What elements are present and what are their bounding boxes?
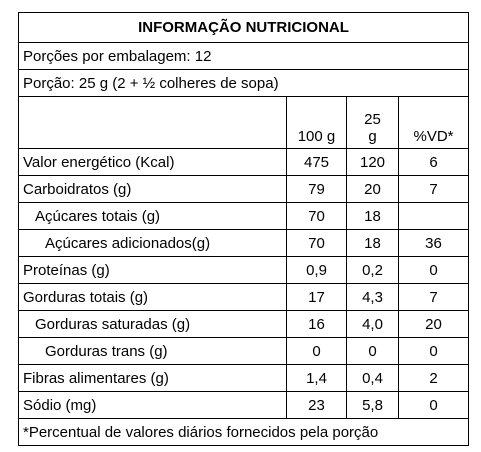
nutrient-row: Valor energético (Kcal) 475 120 6 [18,148,470,176]
nutrient-value: 0,4 [346,364,399,392]
nutrient-value: 0 [286,337,347,365]
column-header-text: %VD* [413,128,454,145]
nutrient-value: 7 [397,283,470,311]
nutrient-row: Proteínas (g) 0,9 0,2 0 [18,256,470,284]
nutrient-value: 7 [397,175,470,203]
nutrient-value: 36 [397,229,470,257]
column-header-text: 100 g [297,128,336,145]
nutrient-value: 120 [346,148,399,176]
nutrient-value: 0 [397,256,470,284]
nutrient-value: 16 [286,310,347,338]
column-header-text: 25 g [364,111,381,145]
nutrient-label: Gorduras trans (g) [18,337,287,365]
header-row: 100 g 25 g %VD* [18,96,470,149]
footnote-row: *Percentual de valores diários fornecido… [17,418,470,446]
column-header: %VD* [397,96,470,149]
nutrient-label: Gorduras saturadas (g) [18,310,287,338]
nutrient-value: 4,3 [346,283,399,311]
nutrient-row: Gorduras trans (g) 0 0 0 [18,337,470,365]
nutrient-label: Carboidratos (g) [18,175,287,203]
nutrient-value: 1,4 [286,364,347,392]
nutrient-label: Fibras alimentares (g) [18,364,287,392]
serving-size: Porção: 25 g (2 + ½ colheres de sopa) [17,69,470,97]
nutrient-value: 20 [346,175,399,203]
nutrient-value: 17 [286,283,347,311]
nutrient-value: 5,8 [346,391,399,419]
nutrient-value: 23 [286,391,347,419]
nutrient-value: 0 [397,337,470,365]
nutrient-value: 0,9 [286,256,347,284]
nutrient-value: 0 [346,337,399,365]
column-header [18,96,287,149]
nutrition-table: INFORMAÇÃO NUTRICIONAL Porções por embal… [17,12,470,446]
nutrient-row: Açúcares adicionados(g) 70 18 36 [18,229,470,257]
servings: Porções por embalagem: 12 [17,42,470,70]
nutrient-value: 70 [286,229,347,257]
nutrient-value: 0,2 [346,256,399,284]
nutrient-value: 475 [286,148,347,176]
nutrient-label: Gorduras totais (g) [18,283,287,311]
nutrient-value: 79 [286,175,347,203]
nutrient-row: Carboidratos (g) 79 20 7 [18,175,470,203]
nutrient-label: Açúcares totais (g) [18,202,287,230]
column-header: 25 g [346,96,399,149]
nutrient-value: 70 [286,202,347,230]
title: INFORMAÇÃO NUTRICIONAL [17,12,470,43]
footnote: *Percentual de valores diários fornecido… [17,418,470,446]
nutrient-label: Açúcares adicionados(g) [18,229,287,257]
nutrient-label: Valor energético (Kcal) [18,148,287,176]
nutrient-row: Gorduras saturadas (g) 16 4,0 20 [18,310,470,338]
nutrient-label: Sódio (mg) [18,391,287,419]
column-header: 100 g [286,96,347,149]
nutrient-value [397,202,470,230]
nutrient-row: Fibras alimentares (g) 1,4 0,4 2 [18,364,470,392]
nutrient-row: Sódio (mg) 23 5,8 0 [18,391,470,419]
nutrient-value: 18 [346,202,399,230]
nutrient-value: 18 [346,229,399,257]
nutrient-value: 0 [397,391,470,419]
nutrient-value: 2 [397,364,470,392]
nutrient-value: 20 [397,310,470,338]
nutrient-label: Proteínas (g) [18,256,287,284]
nutrient-row: Açúcares totais (g) 70 18 [18,202,470,230]
nutrient-row: Gorduras totais (g) 17 4,3 7 [18,283,470,311]
nutrient-value: 4,0 [346,310,399,338]
nutrient-value: 6 [397,148,470,176]
